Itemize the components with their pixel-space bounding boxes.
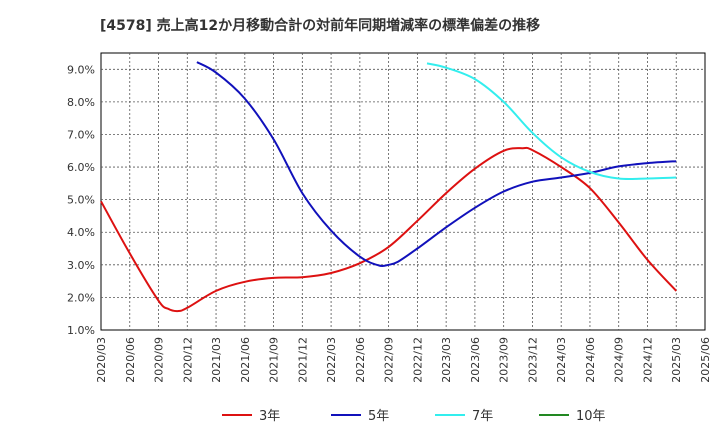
- x-tick-label: 2024/06: [584, 337, 597, 383]
- y-tick-label: 4.0%: [67, 226, 95, 239]
- x-tick-label: 2024/03: [555, 337, 568, 383]
- x-tick-label: 2021/06: [239, 337, 252, 383]
- legend-label-3: 7年: [472, 409, 493, 424]
- x-tick-label: 2020/03: [95, 337, 108, 383]
- y-tick-label: 2.0%: [67, 291, 95, 304]
- legend-label-1: 3年: [259, 409, 280, 424]
- x-tick-label: 2021/12: [296, 337, 309, 383]
- x-tick-label: 2024/09: [613, 337, 626, 383]
- x-tick-label: 2023/09: [498, 337, 511, 383]
- plot-frame: [100, 52, 706, 331]
- y-tick-label: 7.0%: [67, 128, 95, 141]
- series-line-2: [196, 61, 677, 268]
- y-tick-label: 3.0%: [67, 259, 95, 272]
- y-tick-label: 1.0%: [67, 324, 95, 337]
- chart-title: [4578] 売上高12か月移動合計の対前年同期増減率の標準偏差の推移: [100, 17, 540, 34]
- x-tick-label: 2021/03: [210, 337, 223, 383]
- y-tick-label: 6.0%: [67, 161, 95, 174]
- legend: 3年 5年 7年 10年: [222, 409, 606, 424]
- x-tick-label: 2021/09: [268, 337, 281, 383]
- x-tick-label: 2025/03: [670, 337, 683, 383]
- x-tick-label: 2022/09: [383, 337, 396, 383]
- y-tick-label: 5.0%: [67, 194, 95, 207]
- legend-label-2: 5年: [368, 409, 389, 424]
- series-line-3: [426, 62, 677, 181]
- plot-area: 2020/03 2020/06 2020/09 2020/12 2021/03 2021/…: [67, 52, 712, 383]
- x-tick-label: 2022/12: [411, 337, 424, 383]
- x-tick-label: 2020/09: [153, 337, 166, 383]
- x-tick-label: 2024/12: [641, 337, 654, 383]
- y-tick-label: 8.0%: [67, 96, 95, 109]
- x-tick-label: 2023/06: [469, 337, 482, 383]
- y-tick-label: 9.0%: [67, 63, 95, 76]
- x-tick-label: 2020/12: [181, 337, 194, 383]
- x-tick-label: 2022/03: [325, 337, 338, 383]
- series-line-1: [100, 146, 677, 313]
- x-tick-label: 2020/06: [124, 337, 137, 383]
- x-tick-label: 2023/03: [440, 337, 453, 383]
- legend-label-4: 10年: [576, 409, 606, 424]
- x-tick-label: 2023/12: [526, 337, 539, 383]
- x-tick-label: 2022/06: [354, 337, 367, 383]
- x-tick-label: 2025/06: [699, 337, 712, 383]
